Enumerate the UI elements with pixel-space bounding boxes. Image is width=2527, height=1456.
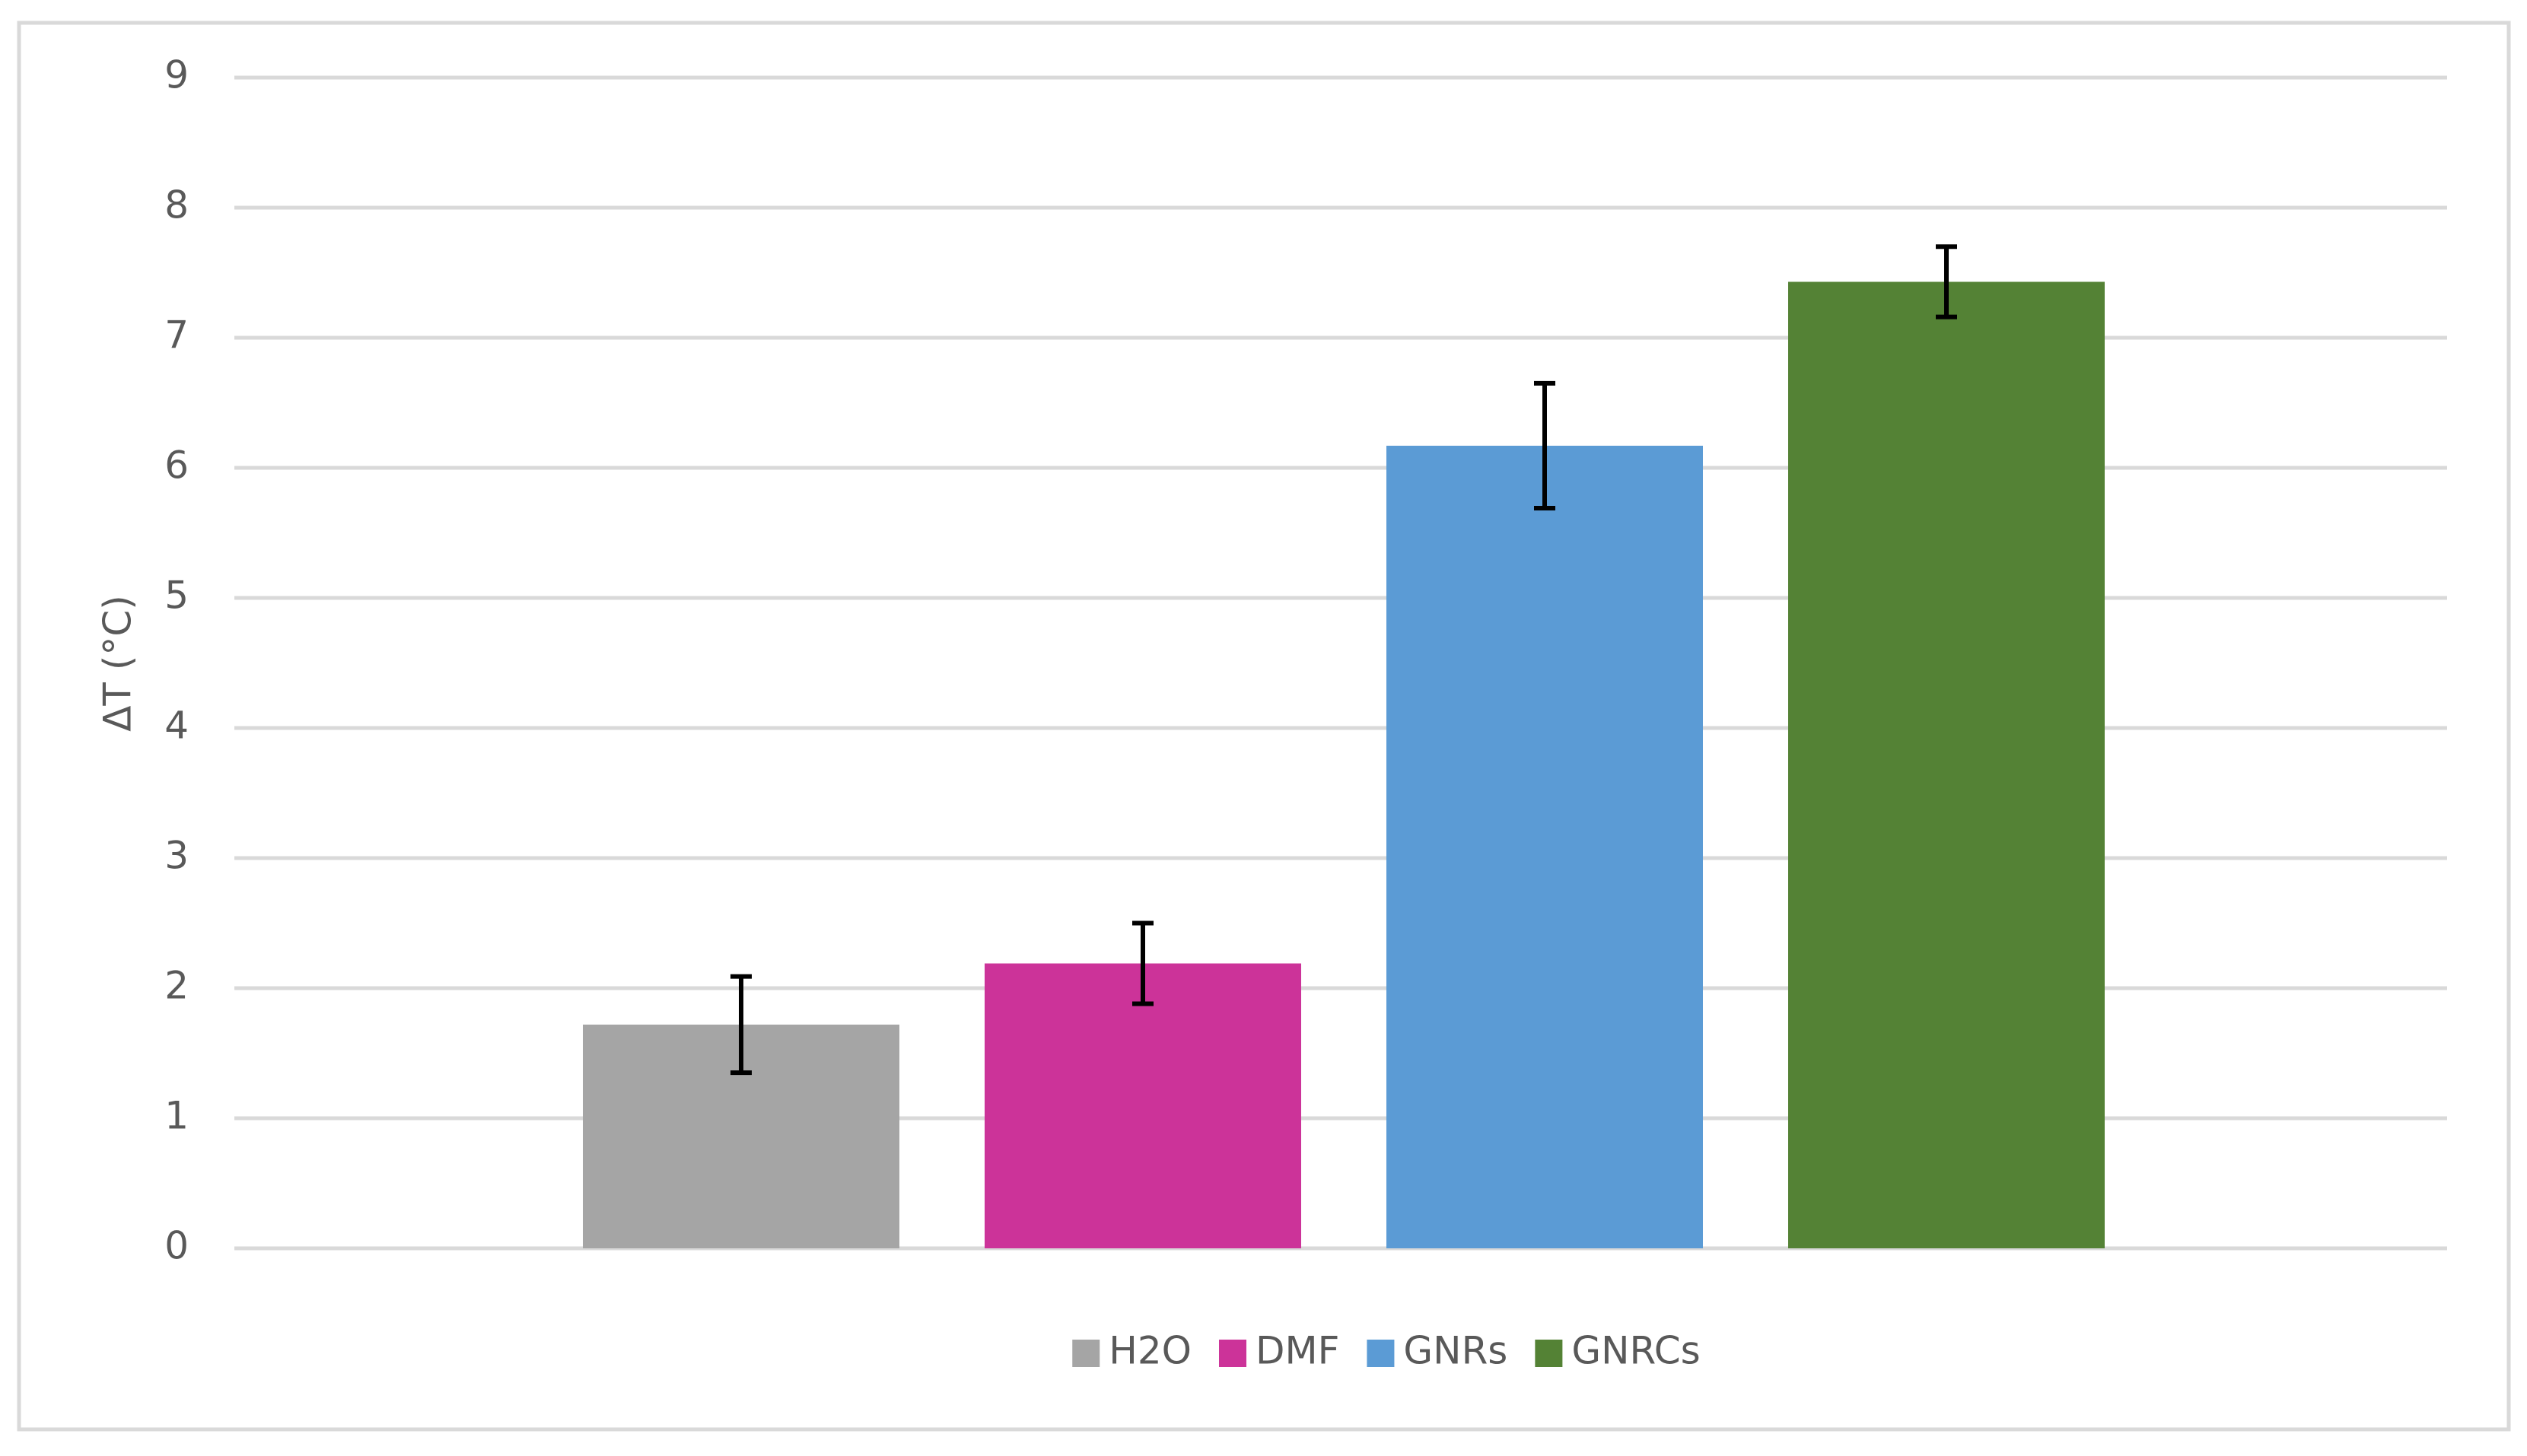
legend-label: H2O (1109, 1329, 1192, 1373)
legend-label: DMF (1256, 1329, 1339, 1373)
y-tick-label: 2 (164, 964, 189, 1008)
legend-swatch (1535, 1340, 1563, 1367)
y-tick-label: 3 (164, 834, 189, 878)
error-bar (1534, 380, 1555, 511)
y-tick-label: 9 (164, 53, 189, 97)
bar (985, 963, 1301, 1248)
legend-label: GNRs (1403, 1329, 1507, 1373)
y-tick-label: 1 (164, 1094, 189, 1138)
y-tick-label: 4 (164, 704, 189, 748)
y-tick-label: 8 (164, 183, 189, 227)
y-tick-label: 7 (164, 313, 189, 358)
error-bar (1936, 244, 1957, 319)
y-axis-label: ΔT (°C) (96, 595, 140, 732)
legend-swatch (1367, 1340, 1395, 1367)
legend-label: GNRCs (1571, 1329, 1700, 1373)
error-bar (1132, 920, 1154, 1006)
legend-swatch (1072, 1340, 1100, 1367)
bar (1386, 445, 1703, 1249)
bar (1788, 281, 2105, 1249)
legend-swatch (1219, 1340, 1247, 1367)
y-tick-label: 6 (164, 443, 189, 488)
y-tick-label: 5 (164, 574, 189, 618)
y-tick-label: 0 (164, 1224, 189, 1268)
error-bar (730, 974, 752, 1076)
